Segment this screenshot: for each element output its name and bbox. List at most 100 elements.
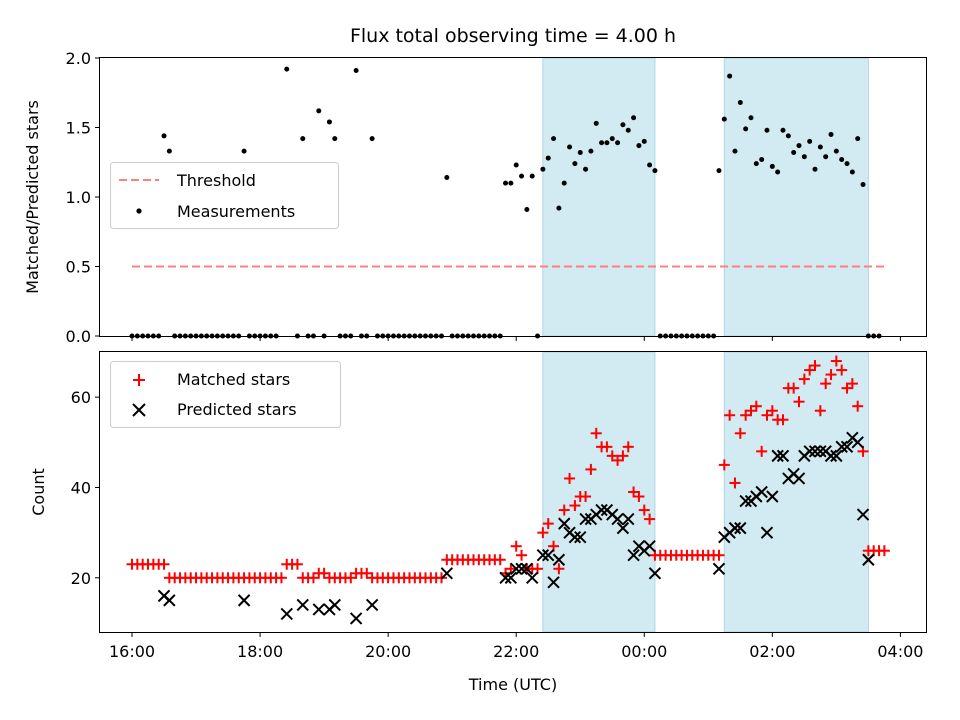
matched-star-marker xyxy=(750,400,762,412)
predicted-star-marker xyxy=(856,508,870,521)
measurement-point xyxy=(540,166,546,172)
bottom-y-tick-label: 40 xyxy=(71,478,91,497)
matched-star-marker xyxy=(510,540,522,552)
predicted-star-marker xyxy=(611,512,624,526)
matched-star-marker xyxy=(564,472,576,484)
matched-star-marker xyxy=(558,504,570,516)
matched-star-marker xyxy=(836,364,848,376)
predicted-star-marker xyxy=(542,549,555,562)
predicted-star-marker xyxy=(739,494,752,508)
measurement-point xyxy=(332,136,338,142)
x-tick-label: 18:00 xyxy=(237,642,283,661)
bottom-plot-frame xyxy=(99,351,927,633)
predicted-star-marker xyxy=(579,512,592,526)
x-tick-label: 04:00 xyxy=(877,642,923,661)
measurement-point xyxy=(753,161,759,167)
matched-star-marker xyxy=(766,405,778,417)
matched-star-marker xyxy=(633,491,645,503)
marker-stroke xyxy=(627,549,640,562)
measurement-point xyxy=(839,156,845,162)
predicted-star-marker xyxy=(851,436,864,449)
marker-stroke xyxy=(803,445,816,458)
marker-stroke xyxy=(792,472,806,485)
measurement-point xyxy=(812,166,818,172)
x-tick-label: 00:00 xyxy=(621,642,667,661)
predicted-star-marker xyxy=(349,612,363,625)
predicted-star-marker xyxy=(515,562,528,575)
measurement-point xyxy=(732,148,738,154)
predicted-star-marker xyxy=(504,571,518,585)
measurement-point xyxy=(647,162,653,168)
marker-stroke xyxy=(766,490,779,503)
measurement-point xyxy=(652,168,658,174)
predicted-star-marker xyxy=(312,603,325,616)
predicted-star-marker xyxy=(776,449,790,463)
predicted-star-marker xyxy=(440,567,454,580)
measurement-point xyxy=(593,120,599,126)
measurement-point xyxy=(577,150,583,156)
measurement-point xyxy=(588,148,594,154)
marker-stroke xyxy=(771,449,784,463)
bottom-legend-box xyxy=(110,361,341,428)
predicted-star-marker xyxy=(840,440,854,454)
marker-stroke xyxy=(574,530,587,544)
marker-stroke xyxy=(622,512,635,526)
top-y-tick-label: 1.5 xyxy=(66,119,91,138)
legend-predicted-swatch xyxy=(132,403,146,417)
matched-star-marker xyxy=(756,445,768,457)
marker-stroke xyxy=(349,612,363,625)
matched-star-marker xyxy=(644,513,656,525)
top-y-tick-label: 0.0 xyxy=(66,327,91,346)
measurement-point xyxy=(780,127,786,133)
matched-star-marker xyxy=(724,409,736,421)
matched-star-marker xyxy=(798,373,810,385)
marker-stroke xyxy=(856,508,870,521)
matched-star-marker xyxy=(291,558,303,570)
measurement-point xyxy=(300,136,306,142)
marker-stroke xyxy=(499,571,512,585)
matched-star-marker xyxy=(830,355,842,367)
predicted-star-marker xyxy=(728,521,742,535)
chart-title: Flux total observing time = 4.00 h xyxy=(350,25,676,47)
predicted-star-marker xyxy=(526,571,539,585)
predicted-star-points xyxy=(157,431,875,625)
measurement-point xyxy=(791,150,797,156)
predicted-star-marker xyxy=(509,562,523,575)
matched-star-marker xyxy=(638,504,650,516)
predicted-star-marker xyxy=(237,594,251,607)
measurement-point xyxy=(817,144,823,150)
top-y-axis-label: Matched/Predicted stars xyxy=(23,100,42,294)
bottom-y-tick-label: 60 xyxy=(71,388,91,407)
matched-star-marker xyxy=(852,400,864,412)
measurement-point xyxy=(769,163,775,169)
predicted-star-marker xyxy=(365,598,379,612)
x-tick-label: 20:00 xyxy=(365,642,411,661)
predicted-star-marker xyxy=(499,571,512,585)
predicted-star-marker xyxy=(574,530,587,544)
predicted-star-marker xyxy=(771,449,784,463)
marker-stroke xyxy=(728,521,742,535)
matched-star-marker xyxy=(585,463,597,475)
predicted-star-marker xyxy=(568,530,582,544)
x-tick-label: 02:00 xyxy=(749,642,795,661)
measurement-point xyxy=(519,173,525,179)
matched-star-marker xyxy=(734,427,746,439)
legend-matched-swatch xyxy=(133,374,145,386)
measurement-point xyxy=(513,162,519,168)
measurement-point xyxy=(353,68,359,74)
predicted-star-marker xyxy=(830,449,843,463)
predicted-star-marker xyxy=(862,553,875,566)
measurement-point xyxy=(636,143,642,149)
measurement-point xyxy=(828,131,834,137)
marker-stroke xyxy=(830,449,843,463)
marker-stroke xyxy=(851,436,864,449)
predicted-star-marker xyxy=(547,576,560,589)
measurement-point xyxy=(748,115,754,121)
measurement-point xyxy=(599,140,605,146)
marker-stroke xyxy=(515,562,528,575)
marker-stroke xyxy=(365,598,379,612)
marker-stroke xyxy=(558,517,571,530)
measurement-point xyxy=(823,154,829,160)
marker-stroke xyxy=(552,553,566,566)
marker-stroke xyxy=(824,449,838,463)
